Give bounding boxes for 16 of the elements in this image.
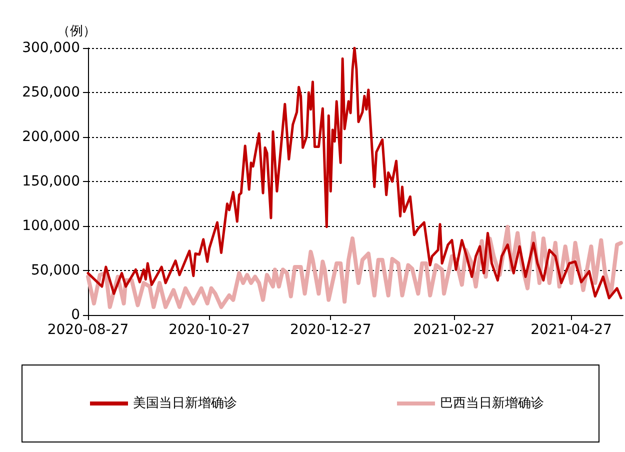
y-tick-label: 150,000 [22, 174, 80, 190]
x-tick-label: 2020-10-27 [168, 322, 250, 338]
y-tick-label: 250,000 [22, 84, 80, 100]
x-tick-label: 2021-04-27 [530, 322, 612, 338]
legend-label: 美国当日新增确诊 [133, 395, 237, 411]
y-axis-title: （例） [57, 24, 96, 39]
y-tick-label: 0 [71, 307, 80, 323]
line-series [86, 46, 622, 300]
y-tick-label: 200,000 [22, 129, 80, 145]
y-tick-label: 100,000 [22, 218, 80, 234]
y-tick-label: 300,000 [22, 40, 80, 56]
x-tick-label: 2021-02-27 [413, 322, 495, 338]
y-tick-label: 50,000 [31, 262, 80, 278]
x-tick-label: 2020-08-27 [47, 322, 129, 338]
x-tick-label: 2020-12-27 [290, 322, 372, 338]
legend-label: 巴西当日新增确诊 [440, 396, 544, 411]
